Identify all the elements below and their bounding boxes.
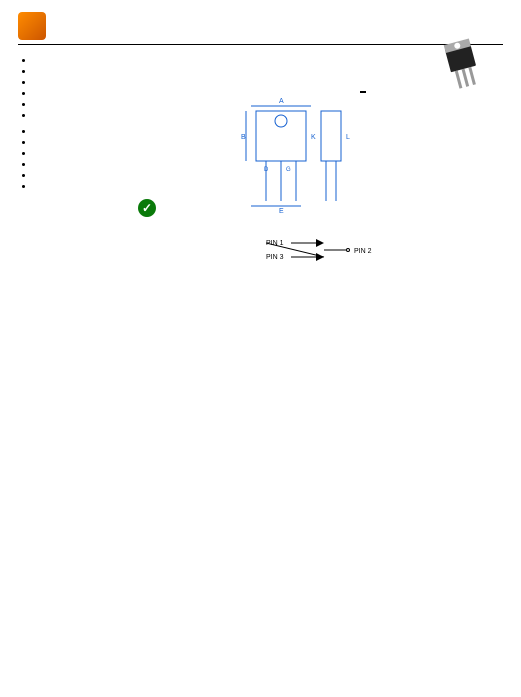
svg-text:L: L xyxy=(346,134,350,141)
feature-item xyxy=(34,77,228,87)
logo-icon xyxy=(18,12,46,40)
feature-item xyxy=(34,88,228,98)
mechanical-item xyxy=(34,170,228,180)
device-photo xyxy=(428,37,498,97)
mechanical-item xyxy=(34,159,228,169)
package-outline-drawing: A B K L D G E xyxy=(236,91,356,231)
rohs-badge: ✓ xyxy=(138,199,158,217)
brand-logo xyxy=(18,12,52,40)
pin-diagram: PIN 1 PIN 3 PIN 2 xyxy=(266,237,503,267)
features-list xyxy=(18,55,228,120)
mechanical-item xyxy=(34,181,228,191)
checkmark-icon: ✓ xyxy=(138,199,156,217)
dimension-table xyxy=(360,91,366,93)
svg-text:A: A xyxy=(279,98,284,105)
svg-text:B: B xyxy=(241,134,246,141)
feature-item xyxy=(34,110,228,120)
feature-item xyxy=(34,99,228,109)
feature-item xyxy=(34,66,228,76)
svg-text:K: K xyxy=(311,134,316,141)
svg-text:D: D xyxy=(264,167,269,173)
feature-item xyxy=(34,55,228,65)
svg-text:PIN 2: PIN 2 xyxy=(354,248,372,255)
svg-text:E: E xyxy=(279,208,284,215)
dim-table-title xyxy=(361,92,366,93)
mechanical-list xyxy=(18,126,228,191)
mechanical-item xyxy=(34,126,228,136)
svg-text:PIN 3: PIN 3 xyxy=(266,254,284,261)
svg-text:G: G xyxy=(286,167,291,173)
mechanical-item xyxy=(34,148,228,158)
mechanical-item xyxy=(34,137,228,147)
